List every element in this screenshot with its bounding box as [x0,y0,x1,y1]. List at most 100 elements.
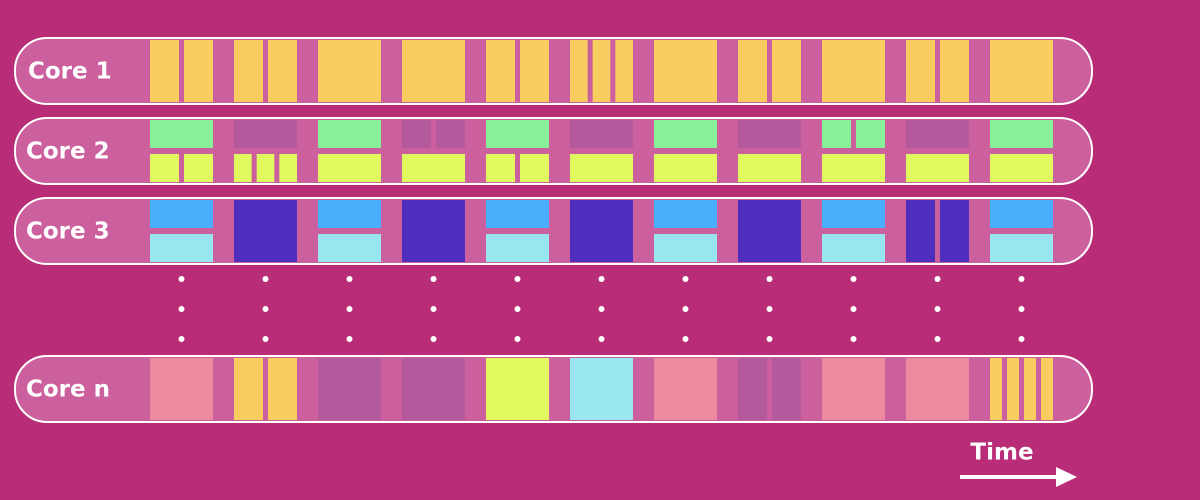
task-block [654,358,717,420]
core-label: Core n [26,377,110,403]
ellipsis-dot [178,336,185,342]
ellipsis-dot [682,336,689,342]
task-block [318,200,381,228]
ellipsis-dot [598,276,605,282]
ellipsis-dot [514,336,521,342]
task-block [940,200,969,262]
time-label: Time [970,440,1033,466]
task-block [1007,358,1019,420]
ellipsis-dot [1018,306,1025,312]
task-block [654,120,717,148]
task-block [486,154,515,182]
task-block [234,120,297,148]
task-block [990,40,1053,102]
task-block [234,358,263,420]
task-block [940,40,969,102]
task-block [654,154,717,182]
task-block [402,358,465,420]
ellipsis-dot [346,276,353,282]
ellipsis-dot [178,306,185,312]
ellipsis-dot [850,336,857,342]
task-block [654,40,717,102]
task-block [318,120,381,148]
task-block [654,234,717,262]
task-block [906,120,969,148]
task-block [906,154,969,182]
task-block [822,200,885,228]
task-block [570,358,633,420]
task-block [234,200,297,262]
task-block [822,40,885,102]
task-block [150,358,213,420]
task-block [570,40,588,102]
task-block [486,200,549,228]
ellipsis-dot [262,336,269,342]
task-block [570,154,633,182]
task-block [738,120,801,148]
task-block [822,154,885,182]
task-block [990,358,1002,420]
task-block [184,154,213,182]
task-block [570,200,633,262]
core-label: Core 1 [28,59,112,85]
ellipsis-dot [430,336,437,342]
task-block [150,200,213,228]
task-block [486,120,549,148]
task-block [279,154,297,182]
ellipsis-dot [514,306,521,312]
ellipsis-dot [850,276,857,282]
task-block [822,234,885,262]
ellipsis-dot [346,306,353,312]
task-block [822,358,885,420]
ellipsis-dot [766,306,773,312]
task-block [436,120,465,148]
task-block [906,200,935,262]
task-block [592,40,611,102]
task-block [318,40,381,102]
task-block [990,234,1053,262]
task-block [738,358,767,420]
task-block [256,154,275,182]
ellipsis-dot [766,276,773,282]
task-block [318,358,381,420]
task-block [234,40,263,102]
core-label: Core 2 [26,139,110,165]
task-block [402,154,465,182]
task-block [150,234,213,262]
task-block [318,234,381,262]
ellipsis-dot [934,306,941,312]
task-block [856,120,885,148]
task-block [738,154,801,182]
ellipsis-dot [430,276,437,282]
task-block [990,120,1053,148]
ellipsis-dot [850,306,857,312]
task-block [1041,358,1053,420]
task-block [486,358,549,420]
ellipsis-dot [262,276,269,282]
ellipsis-dot [682,306,689,312]
task-block [486,40,515,102]
task-block [402,120,431,148]
task-block [486,234,549,262]
task-block [520,154,549,182]
task-block [234,154,252,182]
task-block [738,200,801,262]
ellipsis-dot [514,276,521,282]
ellipsis-dot [934,336,941,342]
task-block [772,358,801,420]
ellipsis-dot [178,276,185,282]
ellipsis-dot [766,336,773,342]
task-block [990,154,1053,182]
task-block [268,358,297,420]
task-block [520,40,549,102]
task-block [906,40,935,102]
task-block [150,120,213,148]
task-block [184,40,213,102]
ellipsis-dot [598,306,605,312]
task-block [318,154,381,182]
core-label: Core 3 [26,219,110,245]
ellipsis-dot [430,306,437,312]
task-block [990,200,1053,228]
